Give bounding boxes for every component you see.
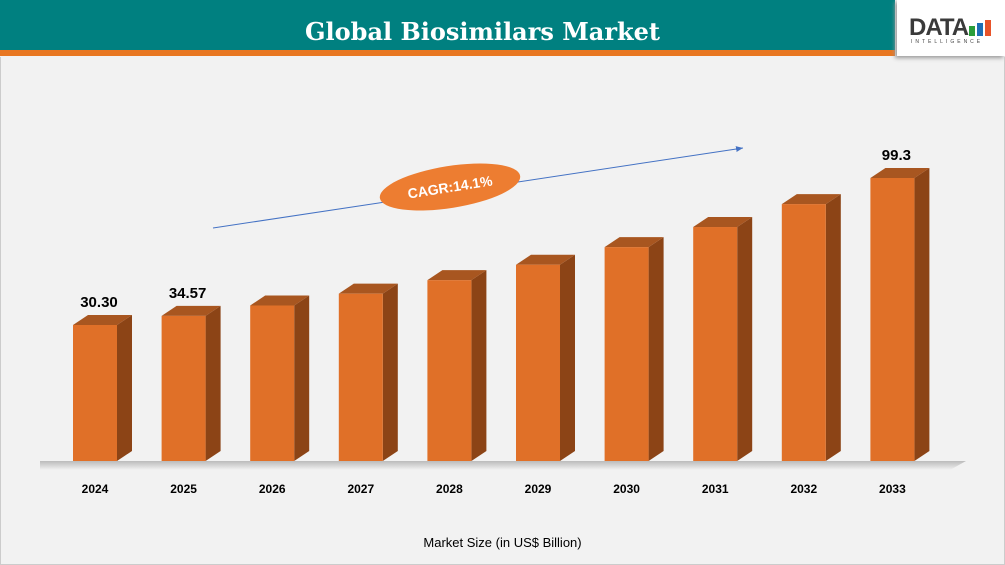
cagr-ellipse [379, 163, 521, 211]
header-bar [0, 0, 895, 56]
x-tick-label: 2033 [879, 482, 906, 496]
x-tick-label: 2024 [82, 482, 109, 496]
chart-floor [40, 461, 966, 470]
x-tick-label: 2032 [790, 482, 817, 496]
bar-side [737, 217, 753, 461]
bar-top [73, 315, 132, 325]
data-label: 99.3 [882, 147, 911, 164]
bar-top [604, 237, 664, 248]
bar-2026 [250, 305, 295, 461]
bar-top [870, 168, 930, 178]
page-title: Global Biosimilars Market [305, 17, 660, 46]
x-tick-label: 2029 [525, 482, 552, 496]
bar-side [825, 194, 841, 461]
bar-side [294, 295, 310, 461]
bar-2027 [338, 293, 383, 461]
logo-bar [985, 20, 991, 36]
bar-2032 [781, 204, 826, 461]
bar-side [648, 237, 664, 461]
bar-2024 [73, 325, 117, 461]
x-tick-label: 2025 [170, 482, 197, 496]
logo-subtext: INTELLIGENCE [911, 39, 984, 45]
bar-2030 [604, 247, 649, 461]
bar-2031 [693, 227, 738, 461]
x-tick-label: 2027 [347, 482, 374, 496]
bar-top [427, 270, 487, 281]
bar-top [338, 283, 398, 294]
logo-bar [969, 26, 975, 36]
bar-2033 [870, 178, 915, 461]
bar-side [560, 254, 575, 461]
logo: DATA INTELLIGENCE [897, 0, 1005, 56]
data-label: 34.57 [169, 285, 207, 302]
bar-2025 [161, 315, 206, 461]
logo-bar [977, 23, 983, 36]
x-tick-label: 2031 [702, 482, 729, 496]
x-tick-label: 2030 [613, 482, 640, 496]
bar-side [205, 305, 221, 461]
bar-top [516, 254, 575, 265]
x-axis-title: Market Size (in US$ Billion) [423, 535, 582, 550]
data-label: 30.30 [80, 294, 118, 311]
bar-2028 [427, 280, 472, 461]
bar-side [117, 315, 132, 461]
bar-side [914, 168, 930, 461]
bar-side [471, 270, 487, 461]
bar-side [382, 283, 398, 461]
bar-top [250, 295, 310, 306]
bar-top [161, 305, 221, 316]
bar-top [693, 217, 753, 228]
bar-2029 [516, 264, 560, 461]
bar-top [781, 194, 841, 205]
x-tick-label: 2026 [259, 482, 286, 496]
logo-text: DATA [909, 14, 969, 41]
x-tick-label: 2028 [436, 482, 463, 496]
